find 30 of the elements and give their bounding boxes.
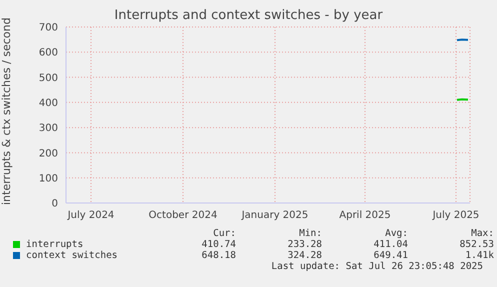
- text: 233.28: [286, 239, 322, 250]
- text: Min:: [298, 228, 322, 239]
- text: Last update: Sat Jul 26 23:05:48 2025: [270, 261, 484, 272]
- y-tick-label: 400: [38, 98, 58, 109]
- x-tick-label: July 2025: [432, 210, 480, 222]
- text: Cur:: [212, 228, 236, 239]
- text: 648.18: [200, 250, 236, 261]
- text: 411.04: [372, 239, 408, 250]
- x-tick-label: April 2025: [339, 210, 391, 222]
- y-tick-label: 100: [38, 173, 58, 184]
- legend-label: interrupts: [26, 239, 84, 250]
- text: 410.74: [200, 239, 236, 250]
- text: Avg:: [384, 228, 408, 239]
- y-tick-label: 0: [52, 198, 58, 210]
- text: Max:: [470, 228, 494, 239]
- text: 1.41k: [464, 250, 494, 261]
- x-tick-label: October 2024: [148, 210, 218, 222]
- y-tick-label: 700: [38, 22, 58, 34]
- y-tick-label: 600: [38, 48, 58, 59]
- text: 649.41: [372, 250, 408, 261]
- legend-label: context switches: [26, 250, 118, 261]
- x-tick-label: July 2024: [66, 210, 114, 222]
- text: 852.53: [458, 239, 494, 250]
- text: 324.28: [286, 250, 322, 261]
- y-tick-label: 200: [38, 148, 58, 160]
- y-tick-label: 500: [38, 72, 58, 84]
- x-tick-label: January 2025: [240, 210, 308, 222]
- chart-title: Interrupts and context switches - by year: [114, 8, 383, 23]
- y-axis-title: interrupts & ctx switches / second: [0, 18, 13, 205]
- y-tick-label: 300: [38, 123, 58, 134]
